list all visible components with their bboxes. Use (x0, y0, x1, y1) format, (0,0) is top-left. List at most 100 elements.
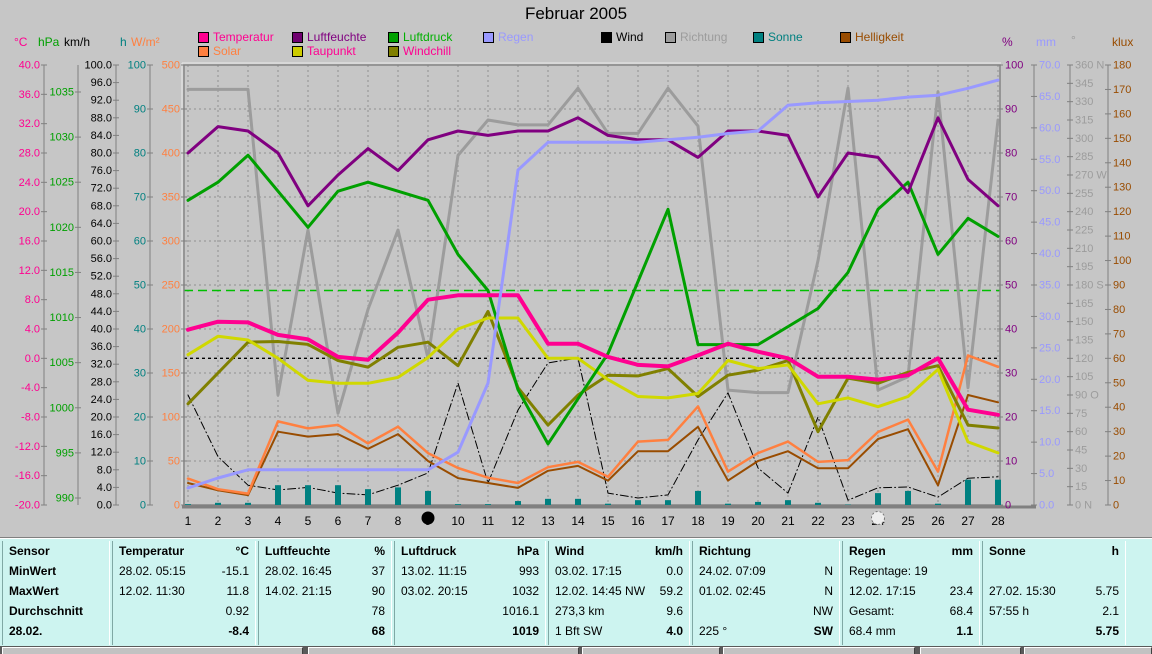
x-axis-tick-label: 2 (215, 514, 222, 528)
stat-cell-datetime: 68.4 mm (849, 624, 896, 638)
stat-row-label: MaxWert (9, 584, 59, 598)
y-axis-tick-label: 1025 (50, 177, 74, 189)
y-axis-tick-label: 36.0 (91, 341, 112, 353)
y-axis-tick-label: 24.0 (91, 394, 112, 406)
series-luftdruck-line (186, 153, 1000, 446)
y-axis-tick-label: 90 (134, 104, 146, 116)
y-axis-tick-label: 70 (1005, 192, 1017, 204)
stat-cell-value: N (824, 564, 833, 578)
legend-item-temperatur: Temperatur (198, 30, 274, 44)
x-axis-tick-label: 1 (185, 514, 192, 528)
stat-column-header: Luftfeuchte% (265, 544, 385, 558)
y-axis-tick-label: 50.0 (1039, 185, 1060, 197)
y-axis-tick-label: 80 (134, 148, 146, 160)
y-axis-tick-label: 8.0 (25, 294, 40, 306)
y-axis-tick-label: -20.0 (15, 500, 40, 512)
status-bar-segment (723, 647, 915, 654)
stat-cell-value: 68 (371, 624, 385, 638)
y-axis-tick-label: 55.0 (1039, 154, 1060, 166)
y-axis-tick-label: 315 (1075, 115, 1093, 127)
y-axis-tick-label: 105 (1075, 371, 1093, 383)
legend-label: Luftfeuchte (307, 30, 367, 44)
y-axis-tick-label: 90 O (1075, 390, 1099, 402)
y-axis-tick-label: 60.0 (91, 236, 112, 248)
y-axis-tick-label: 36.0 (19, 89, 40, 101)
stat-cell-value: 5.75 (1095, 624, 1119, 638)
status-bar-segment (2, 647, 303, 654)
series-richtung-line (186, 86, 1000, 415)
y-axis-tick-label: 995 (56, 447, 74, 459)
y-axis-tick-label: 250 (162, 280, 180, 292)
y-axis-tick-label: 500 (162, 60, 180, 72)
stat-cell-datetime: 12.02. 14:45 NW (555, 584, 646, 598)
axis-unit-label: W/m² (131, 35, 160, 49)
legend-label: Helligkeit (855, 30, 904, 44)
stat-cell-value: 0.92 (225, 604, 249, 618)
y-axis-tick-label: 96.0 (91, 77, 112, 89)
y-axis-tick-label: 100.0 (84, 60, 112, 72)
stat-cell-value: -8.4 (228, 624, 249, 638)
stat-cell-value: NW (813, 604, 833, 618)
stat-cell-value: 0.0 (666, 564, 683, 578)
y-axis-tick-label: 135 (1075, 335, 1093, 347)
legend-label: Solar (213, 44, 242, 58)
y-axis-tick-label: 15.0 (1039, 405, 1060, 417)
y-axis-tick-label: 70 (134, 192, 146, 204)
y-axis-tick-label: -4.0 (21, 382, 40, 394)
stat-column-wind: Wind km/h 03.02. 17:15 0.0 12.02. 14:45 NW 59… (548, 541, 690, 645)
series-solar-line (186, 354, 1000, 495)
y-axis-tick-label: 40 (134, 324, 146, 336)
x-axis-tick-label: 13 (541, 514, 555, 528)
stat-cell-datetime: 28.02. 16:45 (265, 564, 332, 578)
stat-cell: 273,3 km 9.6 (549, 601, 689, 621)
x-axis-tick-label: 18 (691, 514, 705, 528)
y-axis-tick-label: 0 (140, 500, 146, 512)
stat-cell: 5.75 (983, 621, 1125, 641)
stat-cell-datetime: 12.02. 17:15 (849, 584, 916, 598)
stat-cell-datetime: 273,3 km (555, 604, 605, 618)
stat-cell-value: 1032 (512, 584, 539, 598)
y-axis-tick-label: 44.0 (91, 306, 112, 318)
y-axis-tick-label: 10.0 (1039, 437, 1060, 449)
y-axis-tick-label: 40 (1113, 402, 1125, 414)
y-axis-klux: 1801701601501401301201101009080706050403… (1105, 60, 1131, 512)
x-axis-tick-label: 8 (395, 514, 402, 528)
y-axis-tick-label: 0.0 (1039, 500, 1054, 512)
stat-cell: 225 ° SW (693, 621, 839, 641)
stat-cell: 24.02. 07:09 N (693, 561, 839, 581)
x-axis-tick-label: 27 (961, 514, 975, 528)
y-axis-tick-label: 270 W (1075, 170, 1107, 182)
axis-unit-label: hPa (38, 35, 60, 49)
y-axis-tick-label: 170 (1113, 84, 1131, 96)
status-bar-segment (920, 647, 1021, 654)
y-axis-tick-label: 10 (1113, 475, 1125, 487)
x-axis-tick-label: 23 (841, 514, 855, 528)
x-axis-tick-label: 25 (901, 514, 915, 528)
y-axis-tick-label: 16.0 (19, 236, 40, 248)
legend-item-richtung: Richtung (665, 30, 727, 44)
stat-cell: 1019 (395, 621, 545, 641)
legend-item-regen: Regen (483, 30, 533, 44)
x-axis-tick-label: 21 (781, 514, 795, 528)
y-axis-tick-label: 100 (1005, 60, 1023, 72)
series-regen-line (186, 78, 1000, 490)
y-axis-tick-label: 16.0 (91, 429, 112, 441)
x-axis-tick-label: 17 (661, 514, 675, 528)
stat-row-label: Sensor (9, 544, 50, 558)
legend-swatch-wind (601, 31, 612, 43)
x-axis-tick-label: 12 (511, 514, 525, 528)
y-axis-tick-label: 70.0 (1039, 60, 1060, 72)
stat-cell-datetime: 27.02. 15:30 (989, 584, 1056, 598)
y-axis-tick-label: 350 (162, 192, 180, 204)
stat-cell: 27.02. 15:30 5.75 (983, 581, 1125, 601)
stat-cell-value: 78 (371, 604, 385, 618)
stat-cell-value: 1.1 (956, 624, 973, 638)
y-axis-tick-label: 72.0 (91, 183, 112, 195)
stat-cell-datetime: 225 ° (699, 624, 728, 638)
stat-cell-datetime: 13.02. 11:15 (401, 564, 467, 578)
y-axis-tick-label: 10 (1005, 456, 1017, 468)
x-axis-tick-label: 11 (482, 514, 495, 528)
stat-cell-datetime: Regentage: 19 (849, 564, 928, 578)
stat-column-sensor: Sensor MinWert MaxWert Durchschnitt 28.02. (2, 541, 110, 645)
stat-cell-datetime: Gesamt: (849, 604, 895, 618)
